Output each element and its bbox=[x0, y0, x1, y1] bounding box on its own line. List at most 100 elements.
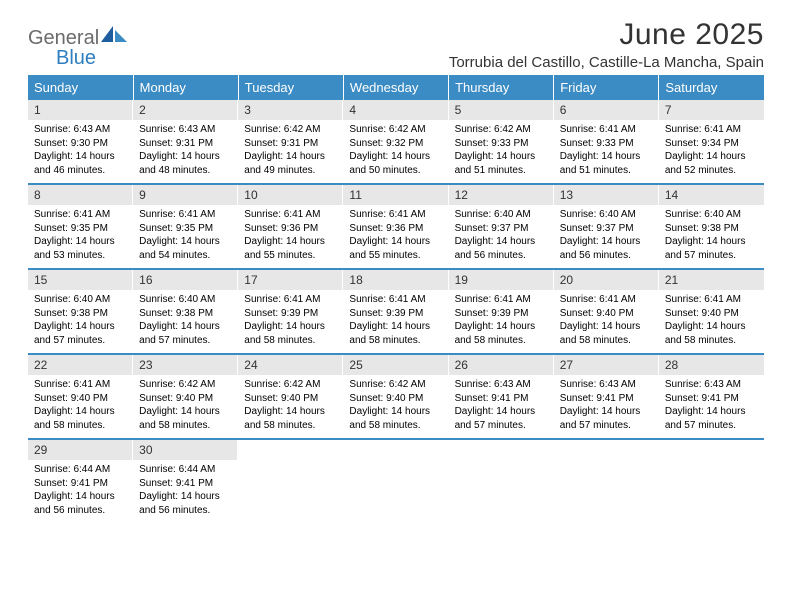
location: Torrubia del Castillo, Castille-La Manch… bbox=[449, 54, 764, 71]
day-details: Sunrise: 6:43 AMSunset: 9:41 PMDaylight:… bbox=[449, 375, 554, 438]
col-sunday: Sunday bbox=[28, 75, 133, 100]
day-number: 22 bbox=[28, 355, 133, 375]
day-cell: 26Sunrise: 6:43 AMSunset: 9:41 PMDayligh… bbox=[449, 354, 554, 439]
day-cell: 25Sunrise: 6:42 AMSunset: 9:40 PMDayligh… bbox=[343, 354, 448, 439]
day-details: Sunrise: 6:41 AMSunset: 9:40 PMDaylight:… bbox=[659, 290, 764, 353]
day-details: Sunrise: 6:42 AMSunset: 9:31 PMDaylight:… bbox=[238, 120, 343, 183]
day-cell: 13Sunrise: 6:40 AMSunset: 9:37 PMDayligh… bbox=[554, 184, 659, 269]
week-row: 8Sunrise: 6:41 AMSunset: 9:35 PMDaylight… bbox=[28, 184, 764, 269]
week-row: 29Sunrise: 6:44 AMSunset: 9:41 PMDayligh… bbox=[28, 439, 764, 523]
day-details: Sunrise: 6:41 AMSunset: 9:36 PMDaylight:… bbox=[238, 205, 343, 268]
day-number: 10 bbox=[238, 185, 343, 205]
day-number: 27 bbox=[554, 355, 659, 375]
day-number: 6 bbox=[554, 100, 659, 120]
day-details: Sunrise: 6:41 AMSunset: 9:39 PMDaylight:… bbox=[343, 290, 448, 353]
day-details: Sunrise: 6:42 AMSunset: 9:40 PMDaylight:… bbox=[238, 375, 343, 438]
day-details: Sunrise: 6:41 AMSunset: 9:35 PMDaylight:… bbox=[133, 205, 238, 268]
day-cell: .. bbox=[554, 439, 659, 523]
day-cell: 3Sunrise: 6:42 AMSunset: 9:31 PMDaylight… bbox=[238, 100, 343, 184]
day-number: 14 bbox=[659, 185, 764, 205]
day-number: 12 bbox=[449, 185, 554, 205]
day-details: Sunrise: 6:42 AMSunset: 9:40 PMDaylight:… bbox=[343, 375, 448, 438]
calendar-page: General Blue June 2025 Torrubia del Cast… bbox=[0, 0, 792, 523]
day-details: Sunrise: 6:42 AMSunset: 9:40 PMDaylight:… bbox=[133, 375, 238, 438]
day-number: 23 bbox=[133, 355, 238, 375]
day-cell: 9Sunrise: 6:41 AMSunset: 9:35 PMDaylight… bbox=[133, 184, 238, 269]
day-details: Sunrise: 6:43 AMSunset: 9:31 PMDaylight:… bbox=[133, 120, 238, 183]
day-cell: 16Sunrise: 6:40 AMSunset: 9:38 PMDayligh… bbox=[133, 269, 238, 354]
day-details: Sunrise: 6:43 AMSunset: 9:30 PMDaylight:… bbox=[28, 120, 133, 183]
day-details: Sunrise: 6:41 AMSunset: 9:34 PMDaylight:… bbox=[659, 120, 764, 183]
day-number: 30 bbox=[133, 440, 238, 460]
day-header-row: Sunday Monday Tuesday Wednesday Thursday… bbox=[28, 75, 764, 100]
day-cell: .. bbox=[449, 439, 554, 523]
day-details: Sunrise: 6:41 AMSunset: 9:33 PMDaylight:… bbox=[554, 120, 659, 183]
day-number: 2 bbox=[133, 100, 238, 120]
day-cell: 28Sunrise: 6:43 AMSunset: 9:41 PMDayligh… bbox=[659, 354, 764, 439]
logo-word2: Blue bbox=[56, 47, 96, 69]
day-number: 26 bbox=[449, 355, 554, 375]
logo-word1: General bbox=[28, 27, 99, 49]
day-details: Sunrise: 6:41 AMSunset: 9:39 PMDaylight:… bbox=[449, 290, 554, 353]
day-details: Sunrise: 6:44 AMSunset: 9:41 PMDaylight:… bbox=[133, 460, 238, 523]
day-cell: 27Sunrise: 6:43 AMSunset: 9:41 PMDayligh… bbox=[554, 354, 659, 439]
day-number: 17 bbox=[238, 270, 343, 290]
day-cell: 23Sunrise: 6:42 AMSunset: 9:40 PMDayligh… bbox=[133, 354, 238, 439]
day-number: 29 bbox=[28, 440, 133, 460]
day-cell: 29Sunrise: 6:44 AMSunset: 9:41 PMDayligh… bbox=[28, 439, 133, 523]
logo-sail-icon bbox=[101, 24, 129, 44]
day-number: 16 bbox=[133, 270, 238, 290]
col-monday: Monday bbox=[133, 75, 238, 100]
day-cell: 20Sunrise: 6:41 AMSunset: 9:40 PMDayligh… bbox=[554, 269, 659, 354]
week-row: 1Sunrise: 6:43 AMSunset: 9:30 PMDaylight… bbox=[28, 100, 764, 184]
col-tuesday: Tuesday bbox=[238, 75, 343, 100]
day-number: 19 bbox=[449, 270, 554, 290]
day-cell: 2Sunrise: 6:43 AMSunset: 9:31 PMDaylight… bbox=[133, 100, 238, 184]
day-details: Sunrise: 6:41 AMSunset: 9:40 PMDaylight:… bbox=[28, 375, 133, 438]
title-block: June 2025 Torrubia del Castillo, Castill… bbox=[449, 18, 764, 71]
day-details: Sunrise: 6:43 AMSunset: 9:41 PMDaylight:… bbox=[659, 375, 764, 438]
day-number: 13 bbox=[554, 185, 659, 205]
day-cell: .. bbox=[659, 439, 764, 523]
day-number: 28 bbox=[659, 355, 764, 375]
col-friday: Friday bbox=[554, 75, 659, 100]
day-details: Sunrise: 6:40 AMSunset: 9:37 PMDaylight:… bbox=[449, 205, 554, 268]
day-details: Sunrise: 6:41 AMSunset: 9:35 PMDaylight:… bbox=[28, 205, 133, 268]
logo: General Blue bbox=[28, 18, 129, 68]
day-number: 20 bbox=[554, 270, 659, 290]
day-cell: 21Sunrise: 6:41 AMSunset: 9:40 PMDayligh… bbox=[659, 269, 764, 354]
day-number: 5 bbox=[449, 100, 554, 120]
day-cell: 18Sunrise: 6:41 AMSunset: 9:39 PMDayligh… bbox=[343, 269, 448, 354]
day-number: 18 bbox=[343, 270, 448, 290]
day-number: 1 bbox=[28, 100, 133, 120]
day-details: Sunrise: 6:40 AMSunset: 9:38 PMDaylight:… bbox=[659, 205, 764, 268]
day-cell: 12Sunrise: 6:40 AMSunset: 9:37 PMDayligh… bbox=[449, 184, 554, 269]
day-number: 4 bbox=[343, 100, 448, 120]
day-number: 9 bbox=[133, 185, 238, 205]
col-thursday: Thursday bbox=[449, 75, 554, 100]
day-details: Sunrise: 6:41 AMSunset: 9:39 PMDaylight:… bbox=[238, 290, 343, 353]
day-cell: .. bbox=[343, 439, 448, 523]
day-details: Sunrise: 6:43 AMSunset: 9:41 PMDaylight:… bbox=[554, 375, 659, 438]
day-cell: 19Sunrise: 6:41 AMSunset: 9:39 PMDayligh… bbox=[449, 269, 554, 354]
col-saturday: Saturday bbox=[659, 75, 764, 100]
day-details: Sunrise: 6:42 AMSunset: 9:33 PMDaylight:… bbox=[449, 120, 554, 183]
day-cell: 7Sunrise: 6:41 AMSunset: 9:34 PMDaylight… bbox=[659, 100, 764, 184]
day-details: Sunrise: 6:41 AMSunset: 9:36 PMDaylight:… bbox=[343, 205, 448, 268]
day-cell: 14Sunrise: 6:40 AMSunset: 9:38 PMDayligh… bbox=[659, 184, 764, 269]
week-row: 22Sunrise: 6:41 AMSunset: 9:40 PMDayligh… bbox=[28, 354, 764, 439]
day-cell: 6Sunrise: 6:41 AMSunset: 9:33 PMDaylight… bbox=[554, 100, 659, 184]
day-cell: 11Sunrise: 6:41 AMSunset: 9:36 PMDayligh… bbox=[343, 184, 448, 269]
week-row: 15Sunrise: 6:40 AMSunset: 9:38 PMDayligh… bbox=[28, 269, 764, 354]
calendar-body: 1Sunrise: 6:43 AMSunset: 9:30 PMDaylight… bbox=[28, 100, 764, 523]
logo-text: General Blue bbox=[28, 24, 129, 68]
day-number: 25 bbox=[343, 355, 448, 375]
day-number: 11 bbox=[343, 185, 448, 205]
day-details: Sunrise: 6:40 AMSunset: 9:38 PMDaylight:… bbox=[28, 290, 133, 353]
col-wednesday: Wednesday bbox=[343, 75, 448, 100]
day-cell: 8Sunrise: 6:41 AMSunset: 9:35 PMDaylight… bbox=[28, 184, 133, 269]
day-number: 15 bbox=[28, 270, 133, 290]
day-number: 3 bbox=[238, 100, 343, 120]
day-cell: 17Sunrise: 6:41 AMSunset: 9:39 PMDayligh… bbox=[238, 269, 343, 354]
day-cell: 4Sunrise: 6:42 AMSunset: 9:32 PMDaylight… bbox=[343, 100, 448, 184]
